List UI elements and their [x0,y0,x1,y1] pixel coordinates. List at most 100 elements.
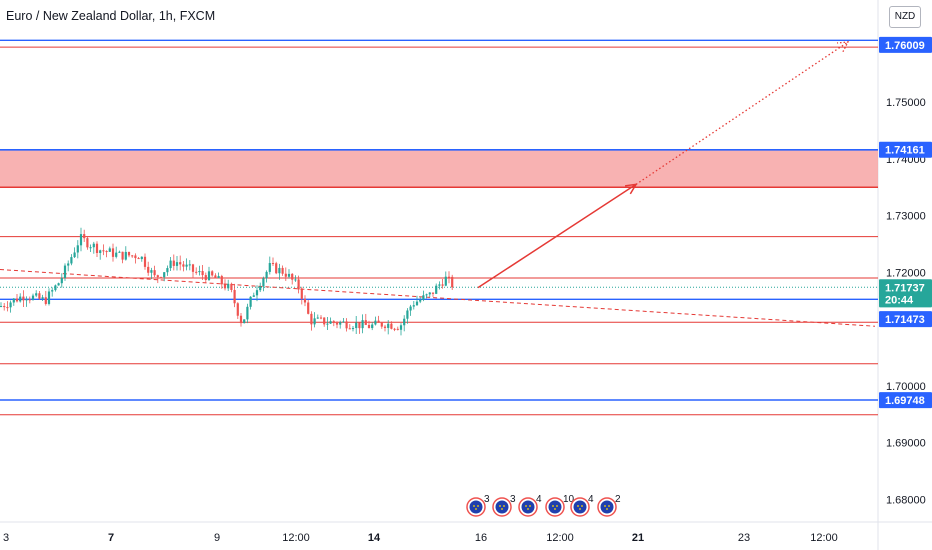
candle-body [393,328,396,330]
candle-body [307,302,310,314]
candle-body [0,306,3,308]
candle-body [19,296,22,302]
price-tag [879,311,932,328]
candle-body [415,301,419,306]
candle-body [326,323,329,325]
price-tag [879,36,932,53]
candle-body [313,318,316,325]
flag-star [608,505,610,507]
trendline [0,269,876,327]
currency-button[interactable]: NZD [889,6,921,28]
candle-body [86,238,89,248]
candle-body [447,276,451,278]
candle-body [47,291,51,304]
candle-body [249,296,252,307]
candle-body [367,324,371,329]
candle-body [425,294,428,296]
flag-eu-icon [495,500,509,514]
price-tag [879,141,932,158]
candle-body [246,306,249,320]
candle-body [412,305,415,307]
candle-body [377,320,380,323]
price-tag-label: 1.76009 [885,40,925,52]
candle-body [179,262,182,265]
candle-body [383,326,387,328]
candle-body [374,320,377,325]
flag-eu-icon [600,500,614,514]
flag-star [501,508,503,510]
candle-body [291,273,294,280]
flag-star [503,505,505,507]
event-count: 2 [615,494,621,505]
candle-body [156,275,159,278]
candle-body [399,325,403,330]
candle-body [390,323,393,329]
candle-body [278,267,281,274]
candle-body [342,321,345,323]
candle-body [38,293,41,299]
candle-body [153,270,156,276]
candle-body [76,245,79,253]
candle-body [303,298,307,303]
candle-body [169,260,172,269]
candle-body [118,251,121,253]
candle-body [403,318,406,326]
candle-body [223,284,227,289]
candle-body [134,255,137,259]
candle-body [345,321,348,329]
candle-body [22,296,25,301]
candle-body [262,278,265,287]
candle-body [41,297,44,299]
candle-body [51,290,54,292]
price-tag [879,279,932,296]
candle-body [419,299,422,302]
candle-body [3,306,6,308]
price-tag [879,291,932,308]
candle-body [316,317,319,319]
flag-star [499,505,501,507]
event-count: 4 [588,494,594,505]
flag-star [529,505,531,507]
flag-star [606,508,608,510]
candle-body [268,263,271,272]
x-tick-label: 16 [475,532,487,544]
candle-body [335,322,339,325]
candle-body [204,275,207,280]
candle-body [300,289,303,299]
candle-body [284,273,287,277]
candle-body [57,283,60,286]
candle-body [137,258,140,260]
x-tick-label: 12:00 [546,532,574,544]
candle-body [297,279,300,290]
candle-body [220,276,223,285]
flag-star [477,505,479,507]
candle-body [95,243,99,253]
flag-star [475,508,477,510]
candle-body [243,319,246,324]
candle-body [92,243,95,248]
flag-eu-icon [521,500,535,514]
candle-body [15,298,19,302]
candle-body [102,250,105,252]
candle-body [99,250,102,253]
candle-body [35,293,38,296]
candle-body [265,271,268,279]
flag-star [556,505,558,507]
candle-body [444,276,447,286]
candle-body [310,313,313,325]
price-tag-label: 20:44 [885,294,914,306]
candle-body [195,271,198,273]
price-tag-label: 1.71473 [885,314,925,326]
candle-body [44,297,47,304]
candle-body [431,292,435,294]
candle-body [140,256,143,260]
x-tick-label: 12:00 [282,532,310,544]
candle-body [115,252,118,257]
candle-body [89,247,92,249]
candle-body [239,315,243,324]
candle-body [259,286,262,291]
symbol-title: Euro / New Zealand Dollar, 1h, FXCM [6,9,216,23]
candle-body [361,320,364,329]
flag-star [579,508,581,510]
